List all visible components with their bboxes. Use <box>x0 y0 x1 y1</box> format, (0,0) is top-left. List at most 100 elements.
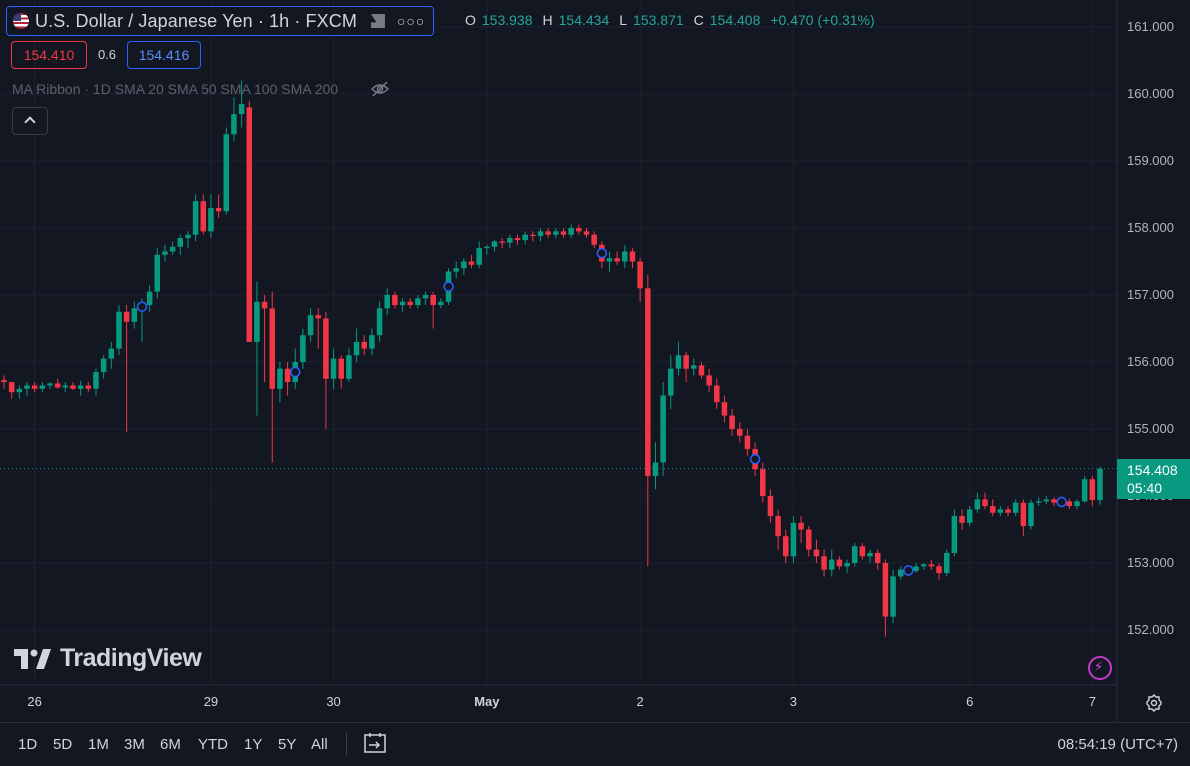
event-marker[interactable] <box>596 247 608 259</box>
candle-body <box>553 231 559 235</box>
symbol-title-box[interactable]: U.S. Dollar / Japanese Yen · 1h · FXCM ○… <box>6 6 435 36</box>
y-tick-label: 161.000 <box>1127 19 1174 34</box>
candle-body <box>1097 468 1103 501</box>
candle-body <box>974 499 981 510</box>
event-marker[interactable] <box>749 453 761 465</box>
event-markers <box>136 247 1067 576</box>
x-tick-label: 2 <box>636 694 644 709</box>
gear-icon[interactable] <box>1145 694 1163 712</box>
candle-body <box>430 295 436 306</box>
flag-icon[interactable] <box>370 14 385 28</box>
candle-body <box>507 238 513 243</box>
candle-body <box>537 231 544 237</box>
event-marker[interactable] <box>136 301 148 312</box>
tradingview-logo-icon <box>14 648 51 669</box>
candle-body <box>1020 502 1027 527</box>
candle-body <box>1005 509 1011 513</box>
chevron-up-icon[interactable] <box>12 107 48 135</box>
candle-body <box>637 261 643 289</box>
last-price-tag: 154.408 05:40 <box>1117 459 1190 499</box>
candle-body <box>269 308 276 389</box>
timeframe-5d[interactable]: 5D <box>53 736 73 753</box>
candle-body <box>775 516 781 537</box>
candle-body <box>966 509 973 523</box>
candle-body <box>177 238 184 247</box>
candle-body <box>706 375 712 386</box>
bolt-icon[interactable] <box>1088 656 1112 680</box>
timeframe-ytd[interactable]: YTD <box>198 736 228 753</box>
candle-body <box>721 402 728 416</box>
candle-body <box>844 563 850 567</box>
candle-body <box>8 382 15 393</box>
candle-body <box>231 114 237 135</box>
y-tick-label: 158.000 <box>1127 220 1174 235</box>
x-tick-label: 6 <box>966 694 974 709</box>
timeframe-5y[interactable]: 5Y <box>278 736 297 753</box>
candle-body <box>805 529 812 550</box>
timeframe-1d[interactable]: 1D <box>18 736 38 753</box>
candle-body <box>399 301 406 306</box>
candle-body <box>767 496 774 517</box>
candle-body <box>920 564 927 567</box>
event-marker[interactable] <box>289 366 301 378</box>
candle-body <box>568 228 574 235</box>
x-tick-label: 3 <box>789 694 798 709</box>
candle-body <box>622 251 628 262</box>
candle-body <box>959 516 965 523</box>
candle-body <box>936 566 942 574</box>
candle-body <box>47 383 53 386</box>
x-tick-label: 29 <box>203 694 219 709</box>
event-marker[interactable] <box>1056 496 1067 508</box>
candle-body <box>116 311 122 349</box>
candle-body <box>39 385 46 389</box>
timeframe-1m[interactable]: 1M <box>88 736 109 753</box>
candle-body <box>583 231 590 235</box>
candle-body <box>415 298 421 306</box>
candle-body <box>514 238 521 241</box>
candle-body <box>1035 501 1042 503</box>
candle-body <box>453 268 459 272</box>
timeframe-1y[interactable]: 1Y <box>244 736 263 753</box>
candle-body <box>384 295 390 309</box>
candle-body <box>346 355 352 379</box>
event-marker[interactable] <box>903 565 914 576</box>
price-chart[interactable] <box>0 0 1190 722</box>
y-tick-label: 157.000 <box>1127 287 1174 302</box>
candle-body <box>867 552 873 557</box>
candle-body <box>821 556 827 570</box>
candle-body <box>93 372 99 389</box>
buy-button[interactable]: 154.416 <box>127 41 201 69</box>
indicator-legend[interactable]: MA Ribbon · 1D SMA 20 SMA 50 SMA 100 SMA… <box>12 81 339 97</box>
candle-body <box>215 207 222 212</box>
timeframe-6m[interactable]: 6M <box>160 736 181 753</box>
date-range-icon[interactable] <box>363 731 387 755</box>
sell-button[interactable]: 154.410 <box>11 41 87 69</box>
low-value: 153.871 <box>633 12 684 28</box>
timeframe-all[interactable]: All <box>311 736 328 753</box>
candle-body <box>928 564 935 567</box>
candle-body <box>683 355 689 369</box>
logo-text: TradingView <box>60 644 202 672</box>
candle-body <box>1043 499 1050 502</box>
event-marker[interactable] <box>443 281 454 292</box>
candle-body <box>859 546 866 557</box>
candle-body <box>560 231 567 235</box>
candles-layer <box>1 80 1103 637</box>
candle-body <box>192 201 199 235</box>
candle-body <box>307 315 314 336</box>
candle-body <box>300 335 306 362</box>
candle-body <box>729 415 735 429</box>
candle-body <box>162 251 168 255</box>
candle-body <box>361 341 367 349</box>
y-tick-label: 160.000 <box>1127 86 1174 101</box>
ohlc-legend: O 153.938 H 154.434 L 153.871 C 154.408 +0.4… <box>465 12 879 28</box>
candle-body <box>897 569 904 577</box>
candle-body <box>392 295 398 306</box>
candle-body <box>146 291 153 306</box>
eye-off-icon[interactable] <box>370 80 390 98</box>
symbol-title: U.S. Dollar / Japanese Yen · 1h · FXCM <box>35 10 357 31</box>
candle-body <box>828 559 835 570</box>
timeframe-3m[interactable]: 3M <box>124 736 145 753</box>
more-icon[interactable]: ○○○ <box>396 13 426 29</box>
candle-body <box>798 522 804 530</box>
